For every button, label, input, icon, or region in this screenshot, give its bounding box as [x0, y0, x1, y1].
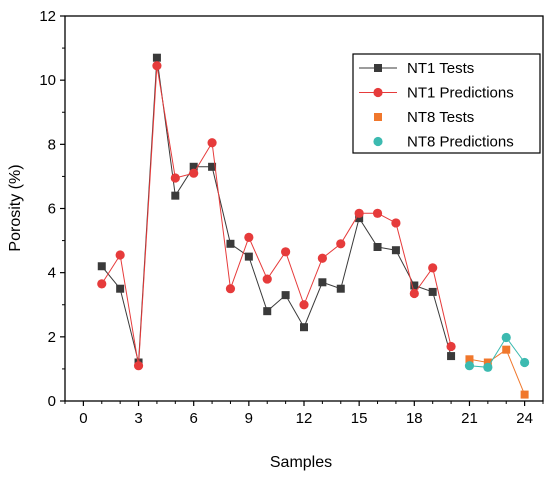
legend-label: NT1 Tests	[407, 60, 474, 77]
data-point	[336, 284, 345, 293]
data-point	[171, 191, 180, 200]
y-tick-label: 12	[39, 8, 56, 25]
series-1	[97, 53, 456, 367]
legend-label: NT8 Predictions	[407, 134, 514, 151]
legend: NT1 Tests NT1 Predictions NT8 Tests NT8 Pre…	[352, 53, 541, 154]
y-tick-label: 2	[48, 329, 56, 346]
data-point	[336, 239, 346, 249]
data-point	[355, 214, 364, 223]
x-tick-label: 15	[351, 410, 368, 427]
data-point	[318, 278, 327, 287]
data-point	[152, 61, 162, 71]
data-point	[447, 352, 456, 361]
x-tick-label: 21	[461, 410, 478, 427]
legend-marker	[373, 87, 383, 98]
x-tick-label: 0	[79, 410, 87, 427]
data-point	[409, 288, 419, 299]
legend-marker	[373, 136, 383, 147]
data-point	[115, 250, 125, 260]
data-point	[446, 341, 456, 352]
data-point	[391, 246, 400, 255]
data-point	[317, 253, 327, 263]
data-point	[299, 300, 309, 310]
series-line	[469, 336, 526, 368]
data-point	[520, 357, 530, 368]
data-point	[281, 247, 291, 257]
series-2	[97, 61, 456, 371]
data-point	[244, 252, 253, 261]
data-point	[502, 345, 511, 354]
data-point	[189, 162, 198, 171]
y-axis-title: Porosity (%)	[7, 164, 24, 251]
legend-label: NT1 Predictions	[407, 85, 514, 102]
data-point	[189, 168, 199, 178]
data-point	[464, 361, 475, 371]
data-point	[410, 281, 419, 290]
x-tick-label: 3	[134, 410, 142, 427]
data-point	[483, 362, 493, 372]
series-3	[465, 345, 529, 399]
y-tick-label: 6	[48, 201, 56, 218]
series-layer	[97, 53, 530, 399]
legend-item: NT1 Tests	[359, 60, 474, 77]
data-point	[133, 361, 144, 371]
data-point	[152, 53, 161, 62]
data-point	[428, 263, 438, 273]
series-4	[464, 332, 530, 372]
data-point	[263, 307, 272, 316]
legend-item: NT8 Tests	[374, 109, 474, 126]
data-point	[97, 262, 106, 271]
data-point	[207, 138, 217, 148]
data-point	[116, 284, 125, 293]
data-point	[244, 232, 254, 242]
data-point	[281, 291, 290, 300]
x-axis-title: Samples	[270, 454, 332, 471]
legend-box	[352, 53, 541, 154]
y-tick-label: 4	[48, 265, 56, 282]
y-tick-label: 0	[48, 393, 56, 410]
legend-marker	[374, 64, 382, 72]
data-point	[170, 173, 180, 183]
data-point	[354, 208, 364, 218]
x-tick-label: 6	[190, 410, 198, 427]
legend-item: NT8 Predictions	[373, 134, 514, 151]
data-point	[465, 355, 474, 364]
data-point	[226, 239, 235, 248]
data-point	[483, 358, 492, 367]
data-point	[262, 274, 272, 284]
data-point	[501, 332, 511, 343]
data-point	[300, 323, 308, 332]
data-point	[225, 284, 236, 294]
x-tick-label: 12	[296, 410, 313, 427]
data-point	[373, 243, 382, 251]
data-point	[372, 208, 383, 218]
x-tick-label: 9	[245, 410, 253, 427]
x-tick-label: 24	[516, 410, 533, 427]
data-point	[97, 279, 107, 289]
data-point	[428, 287, 437, 296]
x-tick-label: 18	[406, 410, 423, 427]
legend-item: NT1 Predictions	[359, 85, 514, 102]
data-point	[520, 390, 529, 399]
y-tick-label: 8	[48, 136, 56, 153]
y-tick-label: 10	[39, 72, 56, 89]
series-line	[469, 348, 526, 395]
legend-marker	[374, 113, 382, 121]
legend-label: NT8 Tests	[407, 109, 474, 126]
data-point	[208, 162, 217, 171]
data-point	[391, 218, 401, 228]
